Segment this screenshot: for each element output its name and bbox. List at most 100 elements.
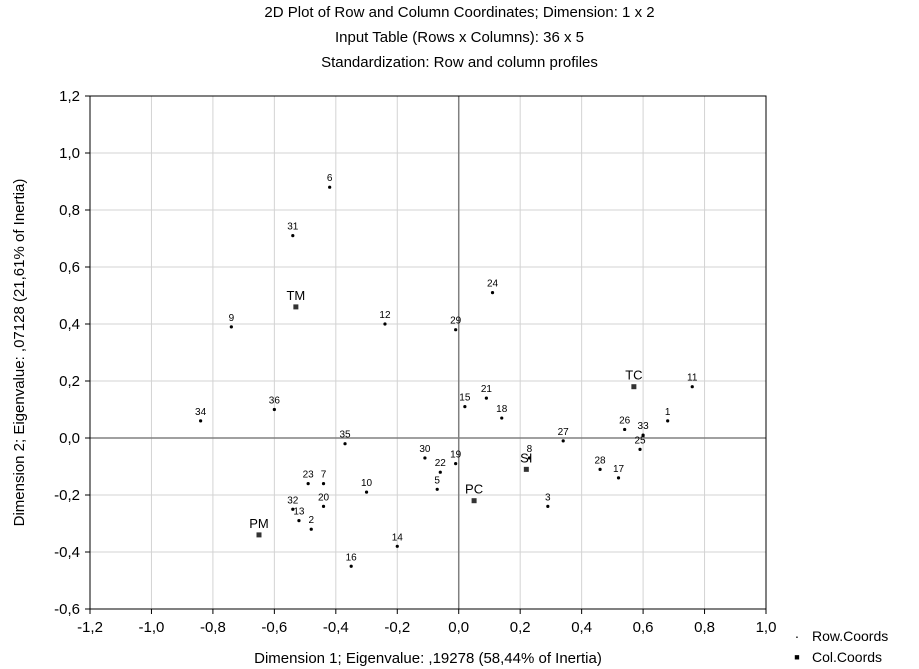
y-tick-label: 0,8 <box>59 202 80 219</box>
row-point <box>306 482 310 486</box>
row-point <box>546 504 550 508</box>
col-point-label: SI <box>520 450 532 465</box>
col-point-label: PM <box>249 516 269 531</box>
x-tick-label: -0,2 <box>384 619 410 636</box>
row-point-label: 6 <box>327 173 333 184</box>
row-point <box>229 325 233 329</box>
row-point-label: 15 <box>459 393 471 404</box>
row-point <box>395 544 399 548</box>
col-point <box>523 466 529 472</box>
x-axis-label: Dimension 1; Eigenvalue: ,19278 (58,44% … <box>254 650 602 667</box>
row-point-label: 31 <box>287 222 299 233</box>
row-point <box>690 385 694 389</box>
row-point-label: 25 <box>634 435 646 446</box>
x-tick-label: 0,6 <box>633 619 654 636</box>
legend-row-coords: · Row.Coords <box>782 628 889 644</box>
col-point-label: PC <box>465 482 483 497</box>
x-tick-label: 0,2 <box>510 619 531 636</box>
row-point-label: 11 <box>687 373 698 384</box>
row-point-label: 1 <box>665 407 671 418</box>
row-point <box>666 419 670 423</box>
row-point-label: 35 <box>339 430 351 441</box>
row-point <box>527 456 532 460</box>
plot-frame <box>89 95 767 610</box>
x-tick-label: 1,0 <box>756 619 777 636</box>
row-point <box>272 407 276 412</box>
row-point-label: 30 <box>419 444 431 455</box>
row-point-label: 9 <box>229 313 235 324</box>
col-point <box>471 498 477 504</box>
row-point <box>490 291 495 295</box>
chart-title-line-1: 2D Plot of Row and Column Coordinates; D… <box>264 4 655 21</box>
x-tick-label: 0,4 <box>571 619 592 636</box>
row-point <box>484 396 488 400</box>
row-point <box>561 439 565 443</box>
row-point <box>454 462 458 466</box>
row-point-label: 14 <box>392 532 404 543</box>
row-point-label: 28 <box>595 455 607 466</box>
row-point-label: 12 <box>379 310 391 321</box>
row-point <box>349 564 353 568</box>
chart-title-line-2: Input Table (Rows x Columns): 36 x 5 <box>334 29 584 46</box>
row-point-label: 7 <box>321 470 327 481</box>
y-tick-label: -0,4 <box>54 544 80 561</box>
legend-col-coords: ■ Col.Coords <box>782 649 882 665</box>
col-point-label: TC <box>625 368 642 383</box>
row-point-label: 5 <box>434 475 440 486</box>
row-point-label: 23 <box>303 470 315 481</box>
legend-row-dot-icon: · <box>794 628 800 644</box>
x-tick-label: -1,0 <box>139 619 165 636</box>
row-point <box>309 527 313 531</box>
row-point-label: 24 <box>487 279 499 290</box>
row-point-label: 13 <box>293 507 305 518</box>
row-point-label: 36 <box>269 396 281 407</box>
row-point <box>321 482 326 486</box>
row-point <box>383 322 387 326</box>
row-point-label: 3 <box>545 492 551 503</box>
row-point <box>328 185 332 189</box>
row-point <box>438 470 442 474</box>
row-point-label: 17 <box>613 464 625 475</box>
y-tick-label: 1,2 <box>59 88 80 105</box>
row-point <box>641 433 645 437</box>
row-point <box>297 519 301 523</box>
row-point-label: 8 <box>527 444 533 455</box>
y-tick-label: 0,6 <box>59 259 80 276</box>
row-point-label: 26 <box>619 415 631 426</box>
row-point <box>598 467 602 471</box>
row-point <box>435 487 439 491</box>
y-tick-label: -0,2 <box>54 487 80 504</box>
row-point <box>199 419 203 423</box>
col-point <box>631 384 637 390</box>
row-point-label: 20 <box>318 492 330 503</box>
y-tick-label: 0,0 <box>59 430 80 447</box>
x-tick-label: -0,8 <box>200 619 226 636</box>
row-point <box>291 234 295 238</box>
chart-title-line-3: Standardization: Row and column profiles <box>321 54 598 71</box>
row-point-label: 16 <box>346 552 358 563</box>
col-point <box>256 532 262 538</box>
y-tick-label: 0,4 <box>59 316 80 333</box>
row-point-label: 34 <box>195 407 207 418</box>
x-tick-label: 0,8 <box>694 619 715 636</box>
x-tick-label: -0,6 <box>261 619 287 636</box>
y-tick-label: 1,0 <box>59 145 80 162</box>
row-point <box>500 416 504 420</box>
row-point <box>454 328 458 332</box>
row-point <box>623 427 627 432</box>
row-point <box>463 405 467 409</box>
row-point-label: 19 <box>450 450 462 461</box>
x-tick-label: -0,4 <box>323 619 349 636</box>
legend-col-label: Col.Coords <box>812 649 883 665</box>
row-point-label: 21 <box>481 384 493 395</box>
col-point <box>293 304 299 310</box>
y-axis-label: Dimension 2; Eigenvalue: ,07128 (21,61% … <box>11 179 28 527</box>
row-point-label: 32 <box>287 495 299 506</box>
row-point-label: 2 <box>308 515 314 526</box>
row-point <box>321 504 326 508</box>
legend-row-label: Row.Coords <box>812 628 889 644</box>
row-point <box>364 490 369 494</box>
legend-col-square-icon: ■ <box>794 652 800 662</box>
row-point-label: 27 <box>558 427 570 438</box>
col-point-label: TM <box>286 288 305 303</box>
